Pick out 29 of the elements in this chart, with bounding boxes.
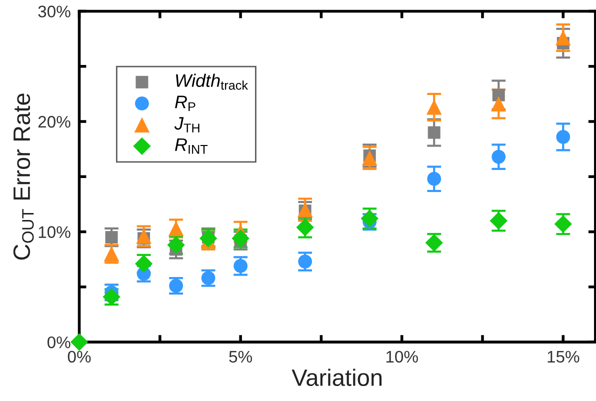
point bbox=[360, 210, 378, 228]
y-tick-label: 20% bbox=[38, 116, 70, 128]
x-tick-label: 15% bbox=[548, 350, 580, 363]
legend-label: Width$_{track}$ bbox=[176, 74, 248, 90]
point bbox=[136, 228, 152, 244]
point bbox=[556, 130, 570, 144]
point bbox=[234, 259, 248, 273]
legend-label: R$_{P}$ bbox=[175, 96, 196, 112]
point bbox=[105, 231, 118, 244]
y-tick-label: 0% bbox=[47, 336, 70, 348]
point bbox=[492, 88, 505, 102]
x-tick-label: 0% bbox=[68, 350, 91, 363]
point bbox=[298, 254, 312, 268]
point bbox=[427, 172, 442, 186]
point bbox=[428, 126, 440, 139]
point bbox=[492, 150, 506, 164]
y-axis-title: C$_{OUT}$ Error Rate bbox=[13, 94, 34, 260]
y-tick-label: 10% bbox=[38, 226, 70, 238]
point bbox=[362, 150, 378, 166]
point bbox=[490, 96, 506, 112]
x-tick-label: 5% bbox=[229, 350, 252, 363]
point bbox=[556, 30, 571, 46]
y-tick-label: 30% bbox=[38, 6, 70, 18]
legend-label: R$_{INT}$ bbox=[175, 138, 208, 154]
point bbox=[426, 100, 442, 115]
x-axis-title: Variation bbox=[292, 368, 382, 386]
x-tick-label: 10% bbox=[386, 350, 418, 363]
point bbox=[70, 333, 88, 351]
legend-label: J$_{TH}$ bbox=[174, 117, 200, 132]
